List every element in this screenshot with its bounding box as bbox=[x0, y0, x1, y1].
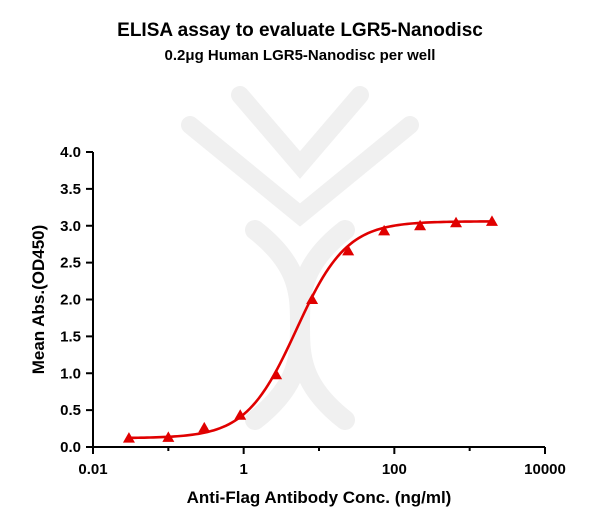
y-tick-label: 3.0 bbox=[60, 218, 81, 235]
data-point bbox=[270, 368, 283, 380]
y-tick-label: 0.0 bbox=[60, 439, 81, 456]
x-axis-label: Anti-Flag Antibody Conc. (ng/ml) bbox=[187, 488, 452, 507]
ticks: 0.0 0.5 1.0 1.5 2.0 2.5 3.0 3.5 4.0 0.01 1 100 10000 bbox=[60, 144, 566, 478]
data-point bbox=[162, 431, 175, 442]
watermark-logo bbox=[181, 86, 419, 430]
y-tick-label: 4.0 bbox=[60, 144, 81, 161]
y-axis-label: Mean Abs.(OD450) bbox=[29, 225, 48, 375]
y-tick-label: 1.0 bbox=[60, 365, 81, 382]
data-point bbox=[342, 244, 355, 256]
x-tick-label: 10000 bbox=[524, 461, 566, 478]
data-point bbox=[414, 219, 427, 231]
data-point bbox=[122, 432, 135, 443]
data-point bbox=[306, 293, 319, 304]
y-tick-label: 2.0 bbox=[60, 292, 81, 309]
watermark-stroke bbox=[231, 86, 369, 179]
x-tick-label: 100 bbox=[382, 461, 407, 478]
data-point bbox=[198, 421, 211, 433]
chart-subtitle: 0.2μg Human LGR5-Nanodisc per well bbox=[164, 47, 436, 64]
data-point bbox=[450, 216, 463, 228]
data-points bbox=[122, 215, 498, 443]
chart-title: ELISA assay to evaluate LGR5-Nanodisc bbox=[117, 20, 483, 41]
data-point bbox=[234, 409, 247, 420]
y-tick-label: 2.5 bbox=[60, 255, 81, 272]
x-tick-label: 1 bbox=[239, 461, 247, 478]
y-tick-label: 3.5 bbox=[60, 181, 81, 198]
data-point bbox=[485, 215, 498, 226]
y-tick-label: 1.5 bbox=[60, 328, 81, 345]
watermark-helix bbox=[245, 220, 355, 430]
watermark-stroke bbox=[181, 116, 419, 227]
y-tick-label: 0.5 bbox=[60, 402, 81, 419]
data-point bbox=[378, 224, 391, 236]
x-tick-label: 0.01 bbox=[78, 461, 107, 478]
